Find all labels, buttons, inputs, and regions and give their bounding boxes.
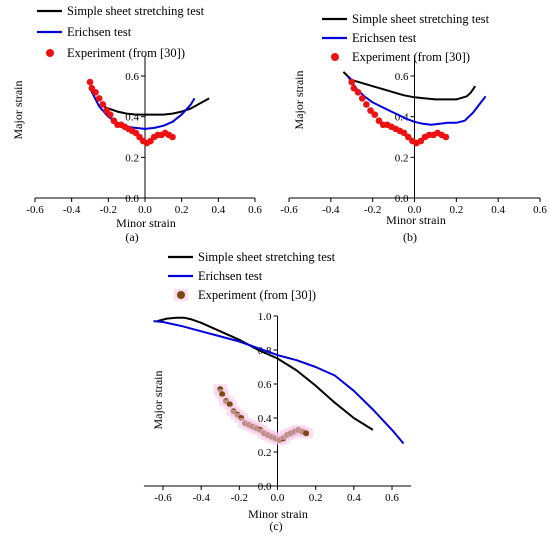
y-tick-label: 0.0 [395, 193, 409, 205]
legend-swatch-marker [46, 49, 54, 57]
experiment-point [303, 430, 310, 437]
experiment-point [400, 129, 408, 137]
series-line-simple-sheet-stretching [98, 97, 210, 116]
legend-entry-label: Erichsen test [67, 25, 132, 39]
legend-entry-label: Erichsen test [352, 31, 417, 45]
x-tick-label: 0.4 [491, 204, 505, 216]
x-tick-label: -0.6 [280, 204, 298, 216]
y-tick-label: 0.2 [258, 447, 272, 459]
experiment-point [404, 133, 412, 141]
series-line-erichsen [346, 75, 487, 126]
chart-panel-c: -0.6 -0.4 -0.2 0.0 0.2 0.4 0.60.00.20.40.60.81… [143, 250, 412, 533]
x-tick-label: -0.2 [100, 204, 117, 216]
experiment-point [226, 401, 233, 408]
x-tick-label: -0.2 [364, 204, 381, 216]
series-line-simple-sheet-stretching [342, 71, 477, 101]
y-tick-label: 0.6 [258, 379, 272, 391]
x-tick-label: 0.4 [347, 492, 361, 504]
y-axis-label: Major strain [11, 81, 25, 140]
x-tick-label: -0.4 [63, 204, 81, 216]
experiment-point [92, 88, 99, 96]
panel-label: (a) [125, 230, 138, 244]
legend-entry-label: Experiment (from [30]) [67, 46, 185, 60]
y-tick-label: 0.6 [395, 71, 409, 83]
x-tick-label: -0.4 [192, 492, 210, 504]
legend: Simple sheet stretching test Erichsen tes… [322, 12, 490, 64]
x-tick-label: 0.6 [248, 204, 262, 216]
experiment-point [363, 101, 370, 108]
experiment-point [169, 133, 176, 141]
legend-entry-label: Simple sheet stretching test [67, 4, 205, 18]
y-tick-label: 0.2 [125, 152, 139, 164]
y-tick-label: 0.4 [258, 413, 272, 425]
x-tick-label: -0.2 [231, 492, 248, 504]
x-axis-label: Minor strain [248, 507, 308, 521]
experiment-point [354, 88, 362, 96]
x-tick-label: 0.2 [449, 204, 463, 216]
experiment-point [86, 78, 94, 86]
experiment-point [375, 117, 383, 125]
experiment-point [442, 133, 450, 141]
x-tick-label: -0.6 [26, 204, 44, 216]
legend-entry-label: Experiment (from [30]) [352, 50, 470, 64]
experiment-point [95, 95, 103, 102]
legend: Simple sheet stretching test Erichsen tes… [168, 250, 336, 302]
experiment-point [367, 107, 374, 114]
x-tick-label: -0.4 [322, 204, 340, 216]
x-tick-label: 0.0 [138, 204, 152, 216]
x-tick-label: -0.6 [154, 492, 172, 504]
x-tick-label: 0.4 [211, 204, 225, 216]
y-axis-label: Major strain [151, 371, 165, 430]
x-tick-label: 0.0 [271, 492, 285, 504]
legend-entry-label: Experiment (from [30]) [198, 288, 316, 302]
series-line-simple-sheet-stretching [157, 316, 374, 431]
x-tick-label: 0.0 [408, 204, 422, 216]
experiment-point [371, 111, 379, 118]
y-axis-label: Major strain [292, 71, 306, 130]
experiment-point [219, 391, 226, 398]
x-tick-label: 0.2 [309, 492, 323, 504]
chart-panel-a: -0.6 -0.4 -0.2 0.0 0.2 0.4 0.60.00.20.40.6Mino… [11, 4, 262, 244]
legend-entry-label: Simple sheet stretching test [198, 250, 336, 264]
legend-swatch-marker [177, 291, 185, 299]
y-tick-label: 0.0 [125, 193, 139, 205]
x-tick-label: 0.2 [175, 204, 189, 216]
panel-label: (b) [403, 230, 417, 244]
panel-label: (c) [269, 519, 282, 533]
legend-swatch-marker [331, 53, 339, 61]
experiment-point [358, 95, 366, 102]
experiment-point [106, 111, 114, 118]
x-axis-label: Minor strain [116, 216, 176, 230]
y-tick-label: 0.6 [125, 71, 139, 83]
legend: Simple sheet stretching test Erichsen tes… [37, 4, 205, 60]
x-tick-label: 0.6 [385, 492, 399, 504]
experiment-point [348, 78, 356, 86]
y-tick-label: 1.0 [258, 311, 272, 323]
x-tick-label: 0.6 [533, 204, 547, 216]
experiment-point [417, 137, 425, 145]
chart-panel-b: -0.6 -0.4 -0.2 0.0 0.2 0.4 0.60.00.20.40.6Mino… [280, 12, 547, 244]
legend-entry-label: Erichsen test [198, 269, 263, 283]
legend-entry-label: Simple sheet stretching test [352, 12, 490, 26]
x-axis-label: Minor strain [386, 213, 446, 227]
experiment-point [99, 101, 107, 108]
series-line-erichsen [153, 320, 405, 445]
y-tick-label: 0.0 [258, 481, 272, 493]
experiment-point [350, 84, 358, 92]
y-tick-label: 0.2 [395, 152, 409, 164]
